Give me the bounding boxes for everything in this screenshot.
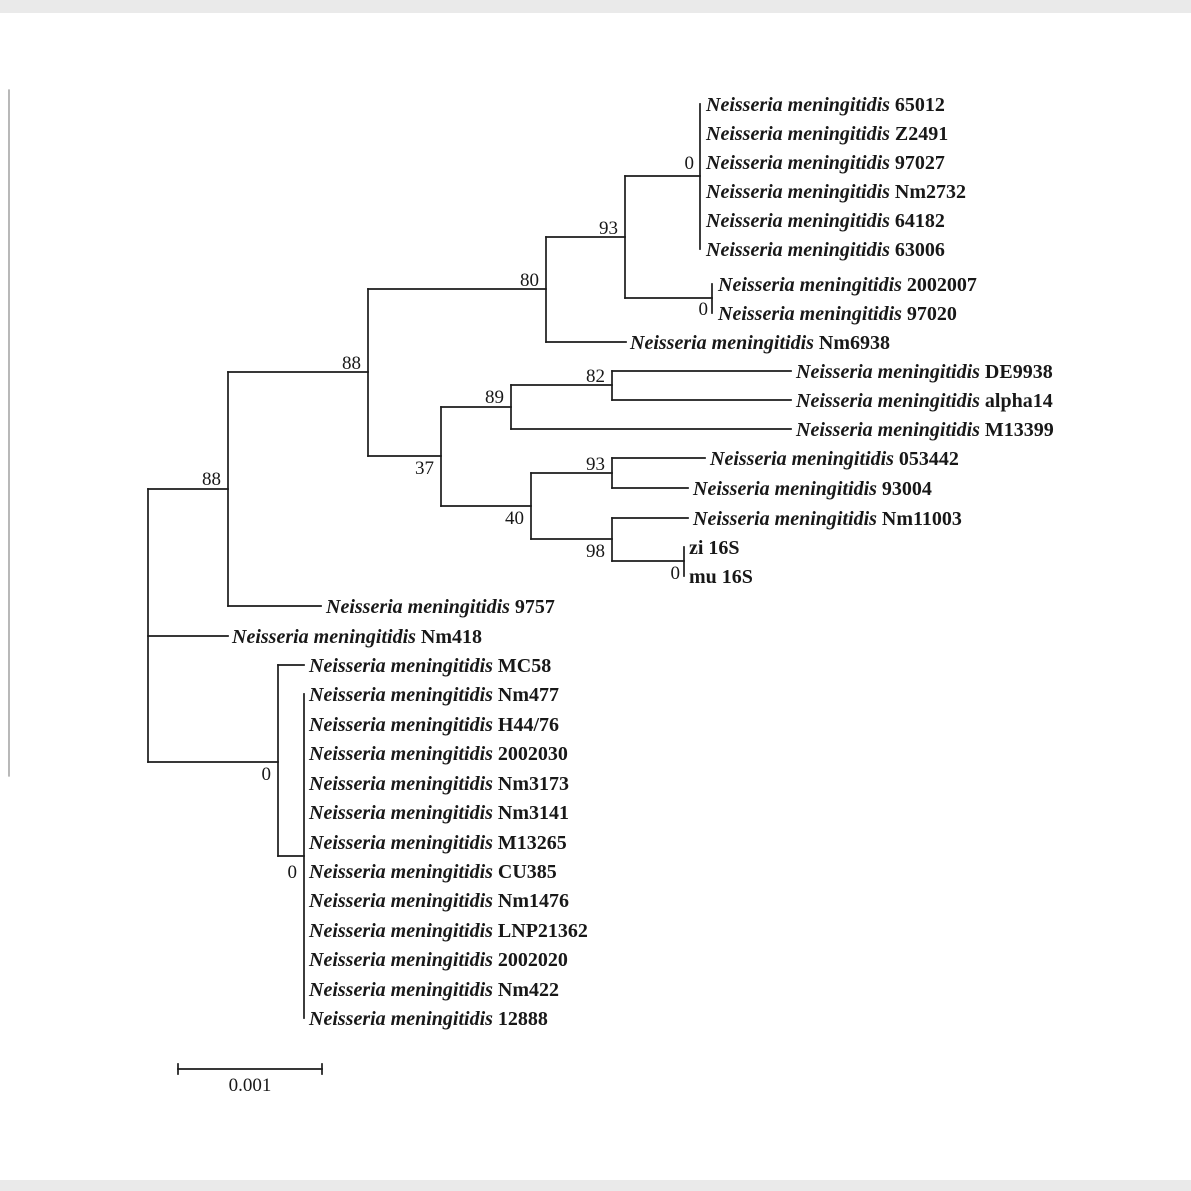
- taxon-label: Neisseria meningitidis Nm2732: [705, 181, 966, 203]
- taxon-label: Neisseria meningitidis Nm11003: [692, 508, 962, 530]
- bootstrap-value: 80: [520, 270, 539, 291]
- bootstrap-value: 93: [586, 454, 605, 475]
- taxon-label: Neisseria meningitidis alpha14: [795, 390, 1053, 412]
- scan-edge-bottom: [0, 1180, 1191, 1191]
- taxon-label: Neisseria meningitidis 93004: [692, 478, 932, 500]
- bootstrap-value: 0: [262, 764, 272, 785]
- taxon-label: Neisseria meningitidis 9757: [325, 596, 555, 618]
- taxon-label: Neisseria meningitidis Nm3173: [308, 773, 569, 795]
- taxon-label: Neisseria meningitidis Nm1476: [308, 890, 569, 912]
- taxon-label: Neisseria meningitidis M13265: [308, 832, 567, 854]
- bootstrap-value: 93: [599, 218, 618, 239]
- taxon-label: Neisseria meningitidis Nm477: [308, 684, 559, 706]
- taxon-label: zi 16S: [689, 537, 740, 559]
- scan-edge-top: [0, 0, 1191, 13]
- bootstrap-value: 0: [288, 862, 298, 883]
- taxon-label: Neisseria meningitidis M13399: [795, 419, 1054, 441]
- taxon-label: Neisseria meningitidis 2002007: [717, 274, 977, 296]
- taxon-label: Neisseria meningitidis 97027: [705, 152, 945, 174]
- taxon-label: Neisseria meningitidis Nm3141: [308, 802, 569, 824]
- taxon-label: Neisseria meningitidis 65012: [705, 94, 945, 116]
- bootstrap-value: 40: [505, 508, 524, 529]
- taxon-label: Neisseria meningitidis MC58: [308, 655, 551, 677]
- bootstrap-value: 0: [671, 563, 681, 584]
- taxon-label: Neisseria meningitidis 12888: [308, 1008, 548, 1030]
- bootstrap-value: 0: [699, 299, 709, 320]
- taxon-label: mu 16S: [689, 566, 753, 588]
- bootstrap-value: 82: [586, 366, 605, 387]
- taxon-label: Neisseria meningitidis 053442: [709, 448, 959, 470]
- bootstrap-value: 88: [342, 353, 361, 374]
- taxon-label: Neisseria meningitidis 2002030: [308, 743, 568, 765]
- scale-bar-label: 0.001: [229, 1075, 272, 1096]
- taxon-label: Neisseria meningitidis Nm418: [231, 626, 482, 648]
- taxon-label: Neisseria meningitidis Nm422: [308, 979, 559, 1001]
- bootstrap-value: 98: [586, 541, 605, 562]
- bootstrap-value: 88: [202, 469, 221, 490]
- taxon-label: Neisseria meningitidis CU385: [308, 861, 557, 883]
- taxon-label: Neisseria meningitidis Nm6938: [629, 332, 890, 354]
- taxon-label: Neisseria meningitidis LNP21362: [308, 920, 588, 942]
- taxon-label: Neisseria meningitidis 64182: [705, 210, 945, 232]
- bootstrap-value: 0: [685, 153, 695, 174]
- taxon-label: Neisseria meningitidis 2002020: [308, 949, 568, 971]
- taxon-label: Neisseria meningitidis 63006: [705, 239, 945, 261]
- taxon-label: Neisseria meningitidis Z2491: [705, 123, 948, 145]
- taxon-label: Neisseria meningitidis H44/76: [308, 714, 559, 736]
- bootstrap-value: 37: [415, 458, 434, 479]
- taxon-label: Neisseria meningitidis DE9938: [795, 361, 1053, 383]
- bootstrap-value: 89: [485, 387, 504, 408]
- taxon-label: Neisseria meningitidis 97020: [717, 303, 957, 325]
